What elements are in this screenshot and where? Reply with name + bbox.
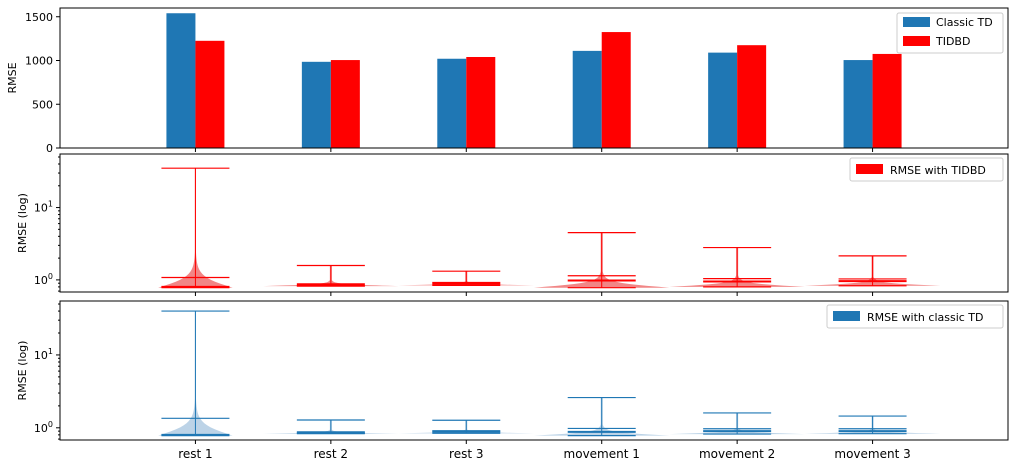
y-tick-label: 101 — [34, 200, 53, 215]
legend-box — [826, 304, 1004, 329]
legend-label: RMSE with TIDBD — [890, 164, 986, 177]
x-tick-label: movement 3 — [834, 447, 910, 461]
x-tick-label: rest 1 — [178, 447, 212, 461]
y-tick-label: 500 — [32, 98, 53, 111]
legend-swatch — [903, 36, 930, 46]
y-tick-label: 1500 — [25, 11, 53, 24]
legend: RMSE with classic TD — [826, 304, 1004, 329]
bar — [330, 60, 360, 148]
y-tick-label: 101 — [34, 347, 53, 362]
bar — [843, 60, 873, 148]
legend-swatch — [833, 311, 860, 321]
x-tick-label: rest 2 — [314, 447, 348, 461]
bar — [737, 45, 767, 148]
y-axis-label: RMSE (log) — [16, 193, 29, 253]
y-tick-label: 100 — [34, 272, 53, 287]
bar — [872, 53, 902, 148]
y-tick-label: 100 — [34, 420, 53, 435]
legend-swatch — [856, 164, 883, 174]
legend-label: Classic TD — [936, 16, 993, 29]
bar — [166, 13, 196, 148]
bar — [601, 32, 631, 148]
violin-panel-2: 100 101 RMSE (log) rest 1 rest 2 rest 3 moveme… — [16, 300, 1009, 461]
legend-box — [849, 157, 1004, 182]
bar — [195, 40, 225, 148]
violin-panel-1: 100 101 RMSE (log) RMSE with TIDBD — [16, 153, 1009, 296]
bar — [708, 52, 738, 148]
y-tick-label: 0 — [46, 142, 53, 155]
y-axis-label: RMSE — [6, 62, 19, 93]
legend-label: RMSE with classic TD — [867, 311, 984, 324]
bar — [466, 57, 496, 148]
axes-frame — [59, 153, 1009, 293]
x-tick-label: rest 3 — [449, 447, 483, 461]
bar-panel: 0 500 1000 1500 RMSE Classic TD TIDBD — [6, 7, 1009, 155]
bar — [572, 50, 602, 148]
y-axis-label: RMSE (log) — [16, 341, 29, 401]
x-tick-label: movement 2 — [699, 447, 775, 461]
legend: Classic TD TIDBD — [896, 12, 1004, 54]
legend-swatch — [903, 17, 930, 27]
bar — [437, 58, 467, 148]
bar — [301, 61, 331, 148]
legend-label: TIDBD — [935, 35, 970, 48]
y-tick-label: 1000 — [25, 55, 53, 68]
axes-frame — [59, 300, 1009, 441]
axes-frame — [59, 7, 1009, 149]
legend: RMSE with TIDBD — [849, 157, 1004, 182]
x-tick-label: movement 1 — [564, 447, 640, 461]
